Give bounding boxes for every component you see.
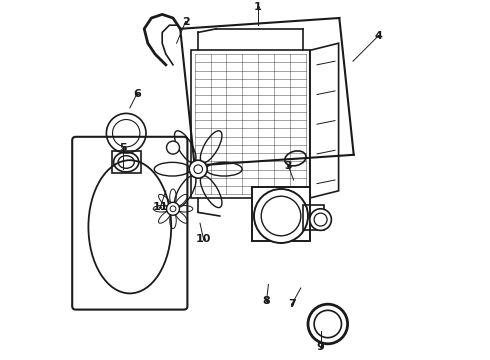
Text: 7: 7: [288, 299, 295, 309]
Text: 4: 4: [374, 31, 382, 41]
Text: 8: 8: [263, 296, 270, 306]
Text: 2: 2: [182, 17, 190, 27]
Circle shape: [308, 304, 347, 344]
Polygon shape: [252, 187, 310, 241]
Text: 1: 1: [254, 2, 262, 12]
Circle shape: [254, 189, 308, 243]
Circle shape: [167, 202, 179, 215]
Text: 11: 11: [153, 202, 168, 212]
Text: 6: 6: [133, 89, 141, 99]
Text: 3: 3: [284, 161, 292, 171]
Text: 9: 9: [317, 342, 324, 352]
Circle shape: [310, 209, 331, 230]
Circle shape: [167, 141, 179, 154]
Text: 10: 10: [196, 234, 211, 244]
Circle shape: [189, 160, 207, 178]
Text: 5: 5: [119, 143, 126, 153]
